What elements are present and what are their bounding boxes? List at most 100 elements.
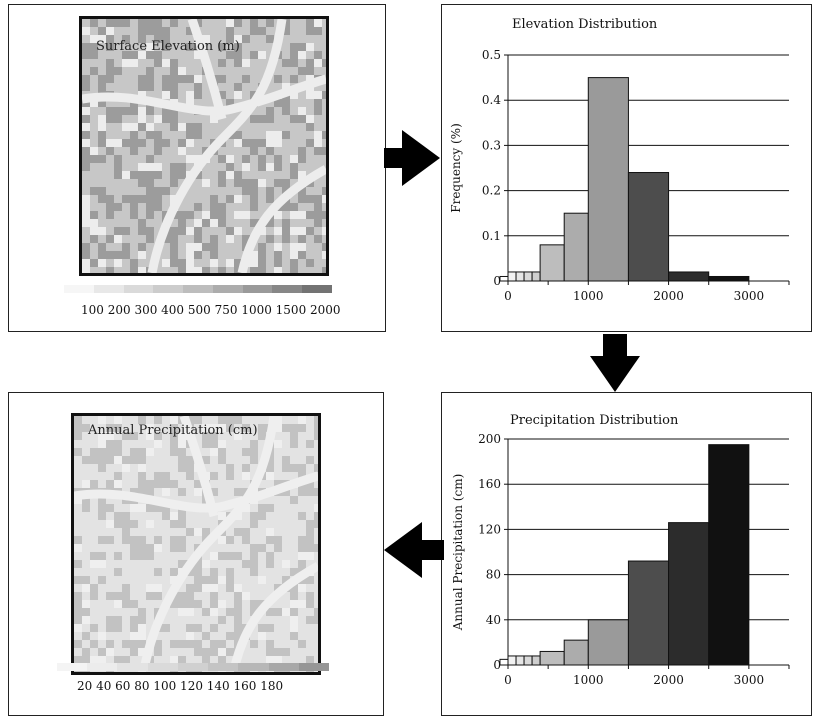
terrain-cell <box>170 123 178 131</box>
terrain-cell <box>210 640 218 648</box>
terrain-cell <box>98 139 106 147</box>
terrain-cell <box>242 504 250 512</box>
precipitation-chart-title: Precipitation Distribution <box>510 413 679 428</box>
terrain-cell <box>98 536 106 544</box>
terrain-cell <box>90 592 98 600</box>
terrain-cell <box>82 456 90 464</box>
terrain-cell <box>242 187 250 195</box>
terrain-cell <box>74 616 82 624</box>
terrain-cell <box>274 656 282 664</box>
terrain-cell <box>154 195 162 203</box>
terrain-cell <box>130 267 138 273</box>
terrain-cell <box>138 243 146 251</box>
histogram-bar <box>507 271 517 282</box>
terrain-cell <box>138 139 146 147</box>
terrain-cell <box>122 640 130 648</box>
terrain-cell <box>298 640 306 648</box>
terrain-cell <box>130 640 138 648</box>
histogram-bar <box>563 212 589 282</box>
terrain-cell <box>98 416 106 424</box>
terrain-cell <box>194 528 202 536</box>
terrain-cell <box>226 51 234 59</box>
terrain-cell <box>266 464 274 472</box>
terrain-cell <box>250 19 258 27</box>
terrain-cell <box>178 219 186 227</box>
terrain-cell <box>194 584 202 592</box>
terrain-cell <box>98 432 106 440</box>
terrain-cell <box>138 107 146 115</box>
precipitation-map-title: Annual Precipitation (cm) <box>88 423 258 438</box>
histogram-bar <box>587 77 629 282</box>
terrain-cell <box>250 600 258 608</box>
terrain-cell <box>130 600 138 608</box>
terrain-cell <box>122 227 130 235</box>
terrain-cell <box>114 227 122 235</box>
y-tick-label: 0 <box>493 274 501 288</box>
terrain-cell <box>98 83 106 91</box>
terrain-cell <box>122 464 130 472</box>
terrain-cell <box>98 512 106 520</box>
terrain-cell <box>218 440 226 448</box>
legend-swatch <box>177 663 209 671</box>
terrain-cell <box>234 608 242 616</box>
terrain-cell <box>226 227 234 235</box>
terrain-cell <box>114 616 122 624</box>
terrain-cell <box>90 147 98 155</box>
terrain-cell <box>194 91 202 99</box>
terrain-cell <box>170 163 178 171</box>
y-axis-label: Annual Precipitation (cm) <box>451 474 465 632</box>
terrain-cell <box>266 560 274 568</box>
terrain-cell <box>106 203 114 211</box>
terrain-cell <box>74 448 82 456</box>
terrain-cell <box>202 211 210 219</box>
x-tick-label: 2000 <box>653 289 684 303</box>
terrain-cell <box>202 267 210 273</box>
terrain-cell <box>290 203 298 211</box>
terrain-cell <box>146 195 154 203</box>
terrain-cell <box>314 131 322 139</box>
terrain-cell <box>130 536 138 544</box>
terrain-cell <box>106 592 114 600</box>
terrain-cell <box>186 43 194 51</box>
terrain-cell <box>266 163 274 171</box>
terrain-cell <box>242 211 250 219</box>
terrain-cell <box>90 187 98 195</box>
terrain-cell <box>194 123 202 131</box>
terrain-cell <box>106 195 114 203</box>
terrain-cell <box>234 584 242 592</box>
valley-line <box>139 416 279 671</box>
terrain-cell <box>146 19 154 27</box>
terrain-cell <box>250 267 258 273</box>
terrain-cell <box>314 219 322 227</box>
legend-swatch <box>93 285 124 293</box>
terrain-cell <box>258 27 266 35</box>
terrain-cell <box>290 59 298 67</box>
terrain-cell <box>130 648 138 656</box>
terrain-cell <box>82 43 90 51</box>
terrain-cell <box>298 536 306 544</box>
terrain-cell <box>114 203 122 211</box>
terrain-cell <box>170 107 178 115</box>
terrain-cell <box>218 512 226 520</box>
terrain-cell <box>314 424 318 432</box>
histogram-bar <box>499 275 509 282</box>
terrain-cell <box>106 424 114 432</box>
terrain-cell <box>274 163 282 171</box>
terrain-cell <box>170 251 178 259</box>
terrain-cell <box>250 608 258 616</box>
terrain-cell <box>274 227 282 235</box>
terrain-cell <box>82 243 90 251</box>
terrain-cell <box>170 480 178 488</box>
terrain-cell <box>250 179 258 187</box>
terrain-cell <box>138 219 146 227</box>
terrain-cell <box>226 552 234 560</box>
terrain-cell <box>106 648 114 656</box>
terrain-cell <box>146 75 154 83</box>
terrain-cell <box>226 424 234 432</box>
terrain-cell <box>314 195 322 203</box>
terrain-cell <box>138 608 146 616</box>
terrain-cell <box>98 27 106 35</box>
terrain-cell <box>114 480 122 488</box>
terrain-cell <box>90 19 98 27</box>
terrain-cell <box>234 171 242 179</box>
